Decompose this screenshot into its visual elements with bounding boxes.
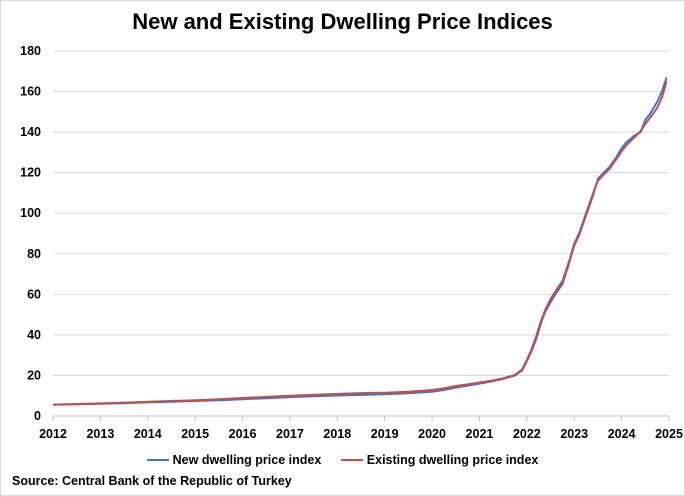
- x-tick-label: 2013: [86, 427, 114, 441]
- legend-swatch-existing: [340, 459, 363, 461]
- legend-label-new: New dwelling price index: [172, 453, 322, 467]
- x-tick-label: 2019: [371, 427, 399, 441]
- x-tick-label: 2017: [276, 427, 304, 441]
- legend: New dwelling price index Existing dwelli…: [0, 450, 685, 467]
- legend-label-existing: Existing dwelling price index: [366, 453, 539, 467]
- legend-item-existing: Existing dwelling price index: [340, 453, 539, 467]
- x-tick-label: 2012: [39, 427, 67, 441]
- source-note: Source: Central Bank of the Republic of …: [12, 474, 292, 488]
- series-line-existing: [52, 81, 668, 406]
- x-tick-label: 2025: [655, 427, 683, 441]
- series-lines: [52, 77, 668, 406]
- y-tick-label: 0: [34, 409, 41, 423]
- chart-title: New and Existing Dwelling Price Indices: [132, 9, 553, 34]
- x-tick-label: 2016: [229, 427, 257, 441]
- y-tick-label: 180: [20, 44, 41, 58]
- x-tick-label: 2021: [466, 427, 494, 441]
- y-tick-label: 160: [20, 85, 41, 99]
- gridlines: [53, 50, 669, 417]
- x-tick-label: 2014: [134, 427, 162, 441]
- x-tick-label: 2022: [513, 427, 541, 441]
- x-tick-label: 2023: [560, 427, 588, 441]
- y-tick-label: 100: [20, 206, 41, 220]
- y-tick-label: 80: [27, 247, 41, 261]
- y-tick-label: 20: [27, 368, 41, 382]
- x-tick-label: 2024: [608, 427, 636, 441]
- legend-swatch-new: [146, 459, 169, 461]
- x-tick-label: 2015: [181, 427, 209, 441]
- x-tick-label: 2018: [323, 427, 351, 441]
- y-tick-label: 140: [20, 125, 41, 139]
- legend-item-new: New dwelling price index: [146, 453, 322, 467]
- y-tick-label: 60: [27, 287, 41, 301]
- x-tick-label: 2020: [418, 427, 446, 441]
- y-axis-ticks: 0 20 40 60 80 100 120 140 160 180: [20, 44, 41, 423]
- y-tick-label: 120: [20, 166, 41, 180]
- x-axis-ticks: 2012 2013 2014 2015 2016 2017 2018 2019 2020 2021…: [39, 416, 683, 441]
- y-tick-label: 40: [27, 328, 41, 342]
